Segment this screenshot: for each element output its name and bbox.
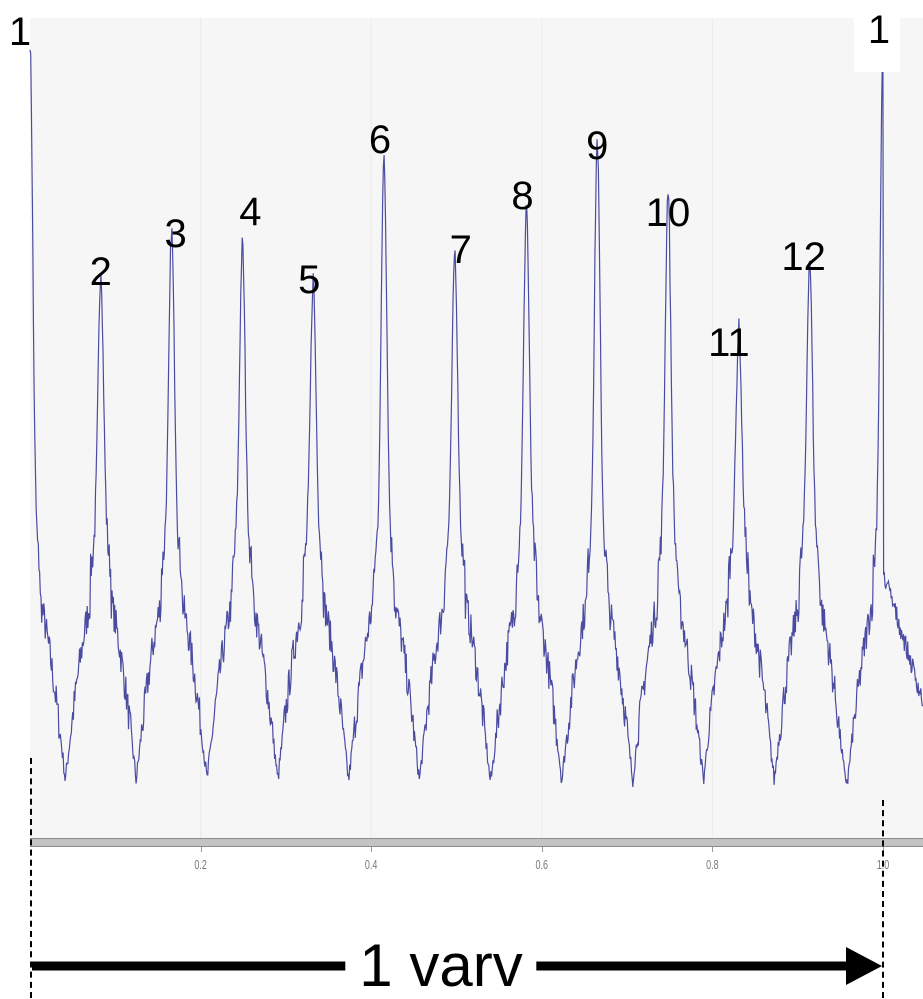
peak-label-9: 9 (586, 124, 609, 168)
peak-label-4: 4 (239, 190, 262, 234)
peak-label-3: 3 (164, 212, 187, 256)
peak-label-8: 8 (511, 174, 534, 218)
x-tick-mark (541, 847, 543, 852)
peak-label-11: 11 (708, 321, 750, 365)
peak-label-2: 2 (89, 250, 112, 294)
x-tick-mark (200, 847, 202, 852)
peak-label-12: 12 (781, 235, 826, 279)
peak-label-7: 7 (449, 228, 472, 272)
peak-label-5: 5 (298, 258, 321, 302)
x-tick-label: 0.8 (706, 858, 719, 872)
x-tick-label: 0.2 (194, 858, 207, 872)
dashed-marker-right (882, 800, 884, 998)
x-tick-mark (712, 847, 714, 852)
dashed-marker-left (30, 758, 32, 998)
peak-label-10: 10 (645, 191, 691, 235)
x-tick-mark (371, 847, 373, 852)
waveform-series-line (29, 35, 923, 787)
arrow-label: 1 varv (345, 936, 537, 996)
x-tick-label: 0.4 (364, 858, 378, 872)
peak-label-1: 1 (8, 10, 32, 54)
x-axis-band (30, 838, 923, 847)
x-tick-label: 0.6 (535, 858, 549, 872)
peak-label-1: 1 (853, 8, 901, 72)
peak-label-6: 6 (368, 118, 392, 162)
plot-area (30, 18, 923, 838)
